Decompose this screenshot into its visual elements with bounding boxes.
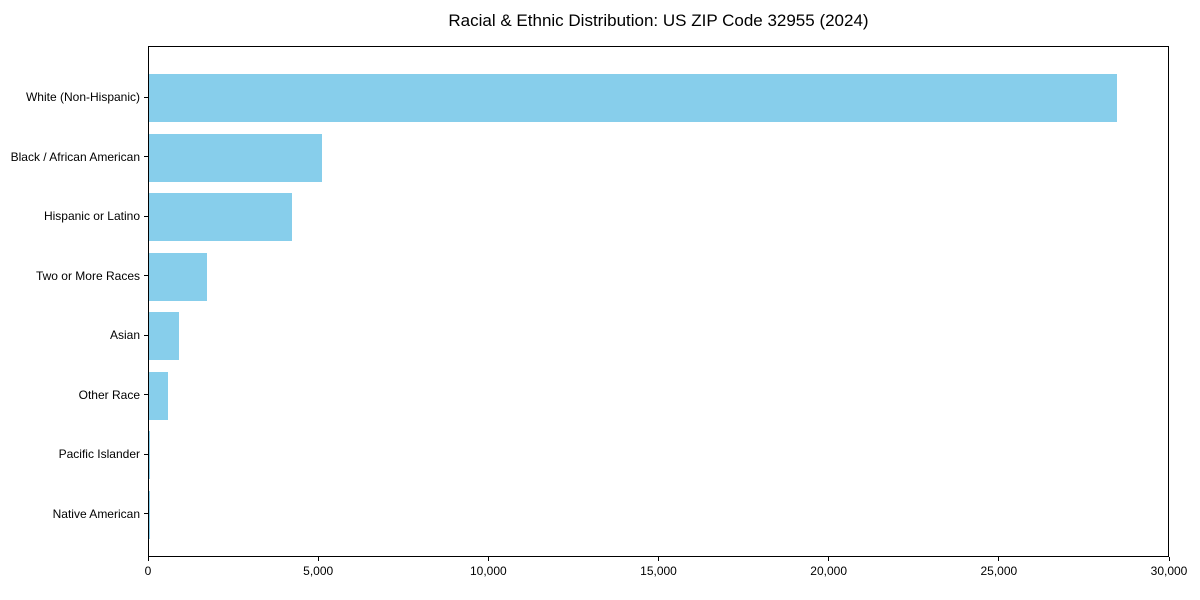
y-tick-mark xyxy=(144,275,148,276)
y-tick-mark xyxy=(144,334,148,336)
y-tick-label-pacific-islander: Pacific Islander xyxy=(58,447,140,461)
x-tick-label-15-000: 15,000 xyxy=(640,564,677,578)
x-tick-label-10-000: 10,000 xyxy=(469,564,507,578)
y-tick-mark xyxy=(144,453,148,455)
y-tick-label-native-american: Native American xyxy=(52,506,140,521)
x-tick-mark xyxy=(147,557,149,561)
x-tick-label-20-000: 20,000 xyxy=(810,564,848,578)
chart-title: Racial & Ethnic Distribution: US ZIP Cod… xyxy=(448,11,869,30)
y-tick-label-white-non-hispanic: White (Non-Hispanic) xyxy=(25,90,140,104)
bar-black-african-american xyxy=(149,133,323,182)
y-tick-label-hispanic-or-latino: Hispanic or Latino xyxy=(43,209,140,223)
bar-hispanic-or-latino xyxy=(149,193,292,241)
bar-asian xyxy=(149,312,179,360)
x-tick-label-5-000: 5,000 xyxy=(303,564,334,578)
plot-area xyxy=(148,46,1169,557)
y-tick-mark xyxy=(144,156,148,157)
x-tick-mark xyxy=(317,557,319,561)
x-tick-label-0: 0 xyxy=(144,564,152,578)
y-tick-label-black-african-american: Black / African American xyxy=(10,149,140,164)
x-tick-mark xyxy=(1168,557,1170,561)
x-tick-mark xyxy=(658,557,659,561)
bar-two-or-more-races xyxy=(149,252,207,301)
y-tick-label-asian: Asian xyxy=(109,328,140,342)
y-tick-label-other-race: Other Race xyxy=(78,387,140,402)
y-tick-mark xyxy=(144,513,148,514)
y-tick-mark xyxy=(144,215,148,217)
x-tick-label-25-000: 25,000 xyxy=(980,564,1018,578)
y-tick-mark xyxy=(144,96,148,98)
x-tick-label-30-000: 30,000 xyxy=(1150,564,1188,578)
bar-white-non-hispanic xyxy=(149,74,1118,122)
x-tick-mark xyxy=(998,557,1000,561)
bar-other-race xyxy=(149,371,168,420)
y-tick-mark xyxy=(144,394,148,395)
x-tick-mark xyxy=(828,557,830,561)
x-tick-mark xyxy=(487,557,489,561)
y-tick-label-two-or-more-races: Two or More Races xyxy=(35,268,140,283)
bar-pacific-islander xyxy=(149,431,150,479)
